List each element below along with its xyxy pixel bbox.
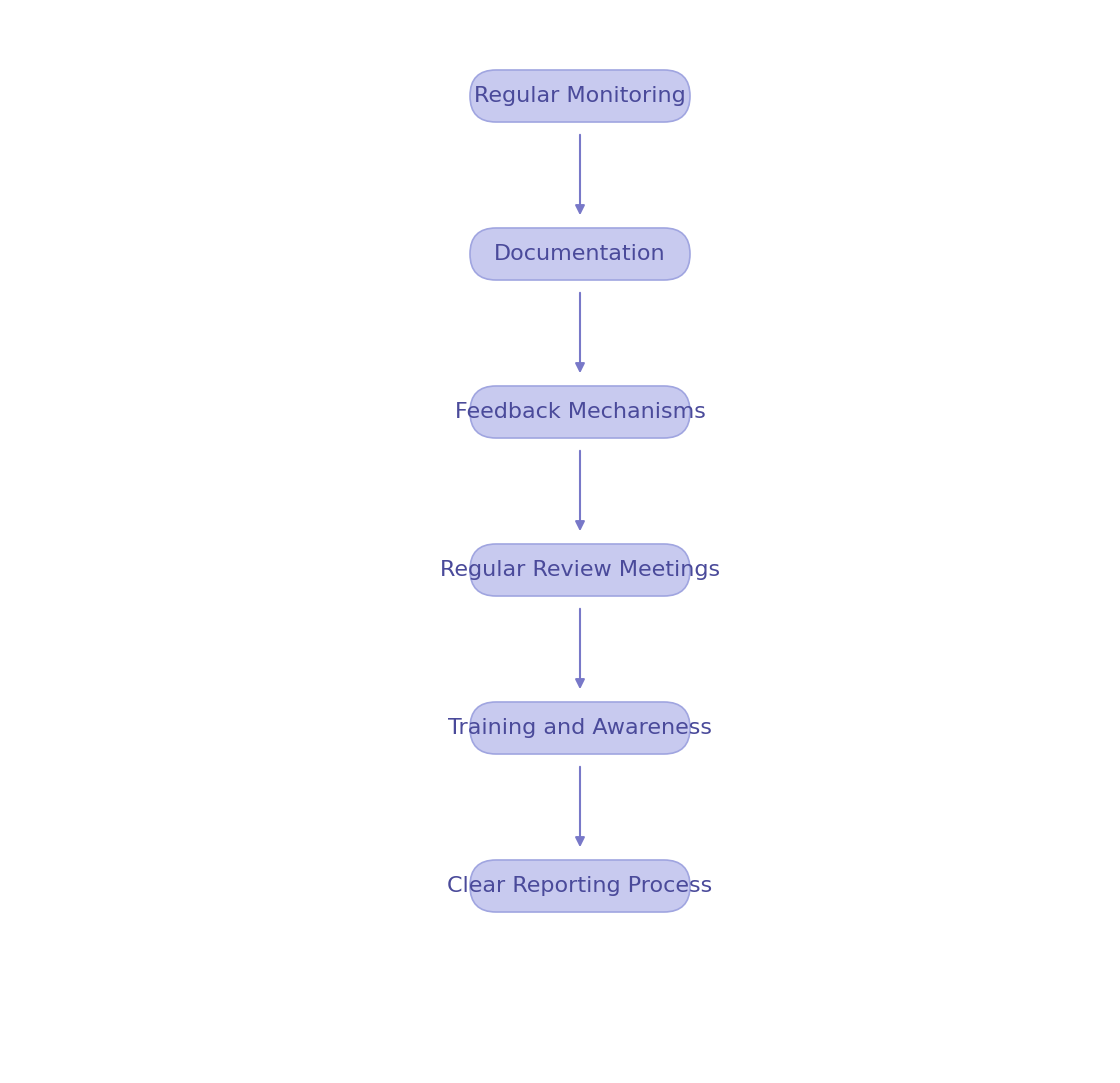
Text: Training and Awareness: Training and Awareness <box>448 718 712 738</box>
Text: Clear Reporting Process: Clear Reporting Process <box>447 876 712 896</box>
Text: Documentation: Documentation <box>494 244 665 264</box>
Text: Feedback Mechanisms: Feedback Mechanisms <box>455 402 706 422</box>
Text: Regular Monitoring: Regular Monitoring <box>474 86 685 106</box>
FancyBboxPatch shape <box>470 702 690 754</box>
FancyBboxPatch shape <box>470 860 690 912</box>
Text: Regular Review Meetings: Regular Review Meetings <box>440 560 720 580</box>
FancyBboxPatch shape <box>470 544 690 596</box>
FancyBboxPatch shape <box>470 70 690 122</box>
FancyBboxPatch shape <box>470 386 690 438</box>
FancyBboxPatch shape <box>470 229 690 280</box>
